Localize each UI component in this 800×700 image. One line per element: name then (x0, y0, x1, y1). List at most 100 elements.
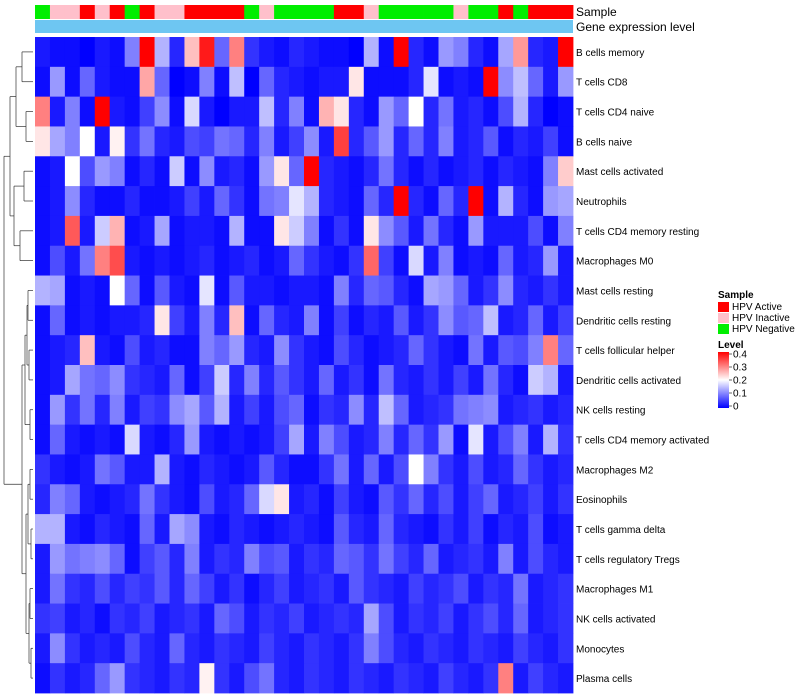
heatmap-cell (363, 126, 380, 157)
heatmap-cell (229, 365, 245, 396)
heatmap-cell (169, 275, 185, 306)
heatmap-cell (423, 37, 439, 68)
annotation-cell (79, 5, 96, 19)
annotation-label-expression: Gene expression level (576, 20, 695, 34)
heatmap-cell (378, 215, 395, 247)
heatmap-cell (244, 66, 260, 98)
heatmap-cell (498, 543, 514, 575)
heatmap-cell (79, 365, 96, 396)
heatmap-cell (169, 335, 185, 366)
heatmap-cell (408, 215, 424, 247)
heatmap-cell (154, 514, 170, 545)
heatmap-cell (94, 186, 111, 217)
heatmap-cell (259, 514, 275, 545)
heatmap-cell (109, 37, 126, 68)
heatmap-cell (184, 484, 200, 515)
heatmap-cell (408, 663, 424, 694)
heatmap-cell (64, 633, 81, 664)
heatmap-cell (453, 633, 469, 664)
heatmap-cell (229, 186, 245, 217)
heatmap-cell (274, 365, 290, 396)
heatmap-cell (543, 394, 559, 426)
heatmap-cell (139, 394, 155, 426)
heatmap-cell (124, 126, 141, 157)
heatmap-cell (184, 275, 200, 306)
heatmap-cell (468, 126, 484, 157)
heatmap-cell (304, 37, 320, 68)
heatmap-cell (154, 424, 170, 455)
heatmap-cell (124, 394, 141, 426)
heatmap-cell (109, 275, 126, 306)
heatmap-cell (333, 394, 350, 426)
annotation-cell (244, 5, 260, 19)
heatmap-cell (498, 365, 514, 396)
heatmap-cell (498, 394, 514, 426)
heatmap-cell (154, 66, 170, 98)
heatmap-cell (363, 365, 380, 396)
heatmap-cell (169, 484, 185, 515)
heatmap-cell (393, 424, 410, 455)
heatmap-cell (498, 454, 514, 485)
heatmap-cell (199, 365, 215, 396)
heatmap-cell (438, 66, 454, 98)
heatmap-cell (378, 603, 395, 634)
heatmap-cell (169, 245, 185, 276)
heatmap-cell (543, 305, 559, 336)
heatmap-cell (214, 156, 230, 187)
heatmap-cell (318, 394, 335, 426)
heatmap-cell (333, 603, 350, 634)
heatmap-cell (453, 484, 469, 515)
heatmap-cell (184, 365, 200, 396)
heatmap-cell (318, 603, 335, 634)
heatmap-cell (184, 305, 200, 336)
heatmap-cell (483, 37, 499, 68)
heatmap-cell (199, 633, 215, 664)
heatmap-cell (558, 663, 574, 694)
heatmap-cell (274, 186, 290, 217)
heatmap-cell (35, 365, 51, 396)
heatmap-cell (244, 96, 260, 127)
heatmap-cell (348, 126, 365, 157)
heatmap-cell (109, 365, 126, 396)
heatmap-cell (453, 275, 469, 306)
heatmap-cell (169, 365, 185, 396)
heatmap-cell (184, 66, 200, 98)
annotation-cell (169, 5, 185, 19)
heatmap-cell (304, 603, 320, 634)
heatmap-cell (304, 543, 320, 575)
heatmap-cell (214, 66, 230, 98)
heatmap-cell (49, 305, 66, 336)
heatmap-cell (79, 484, 96, 515)
heatmap-cell (543, 186, 559, 217)
heatmap-cell (94, 484, 111, 515)
heatmap-cell (363, 186, 380, 217)
heatmap-cell (154, 275, 170, 306)
row-label: T cells CD8 (576, 78, 628, 89)
heatmap-cell (79, 215, 96, 247)
heatmap-cell (289, 335, 305, 366)
heatmap-cell (318, 454, 335, 485)
heatmap-cell (513, 573, 529, 604)
heatmap-cell (49, 126, 66, 157)
row-label: Dendritic cells resting (576, 316, 671, 327)
heatmap-cell (483, 543, 499, 575)
heatmap-cell (289, 633, 305, 664)
heatmap-cell (363, 573, 380, 604)
heatmap-cell (408, 484, 424, 515)
heatmap-cell (378, 156, 395, 187)
heatmap-cell (318, 305, 335, 336)
heatmap-cell (468, 365, 484, 396)
heatmap-cell (199, 275, 215, 306)
heatmap-cell (363, 663, 380, 694)
heatmap-cell (558, 454, 574, 485)
heatmap-cell (393, 275, 410, 306)
heatmap-cell (318, 365, 335, 396)
heatmap-cell (154, 365, 170, 396)
heatmap-cell (289, 126, 305, 157)
heatmap-cell (64, 215, 81, 247)
heatmap-cell (35, 37, 51, 68)
heatmap-cell (244, 394, 260, 426)
heatmap-cell (154, 156, 170, 187)
heatmap-cell (408, 126, 424, 157)
heatmap-cell (318, 37, 335, 68)
